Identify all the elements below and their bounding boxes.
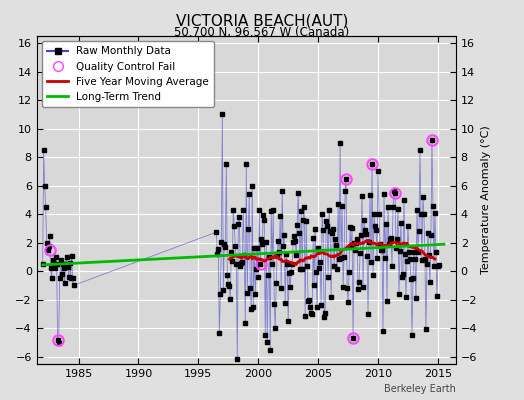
Text: VICTORIA BEACH(AUT): VICTORIA BEACH(AUT) [176, 14, 348, 29]
Y-axis label: Temperature Anomaly (°C): Temperature Anomaly (°C) [482, 126, 492, 274]
Text: 50.700 N, 96.567 W (Canada): 50.700 N, 96.567 W (Canada) [174, 26, 350, 39]
Text: Berkeley Earth: Berkeley Earth [384, 384, 456, 394]
Legend: Raw Monthly Data, Quality Control Fail, Five Year Moving Average, Long-Term Tren: Raw Monthly Data, Quality Control Fail, … [42, 41, 214, 107]
